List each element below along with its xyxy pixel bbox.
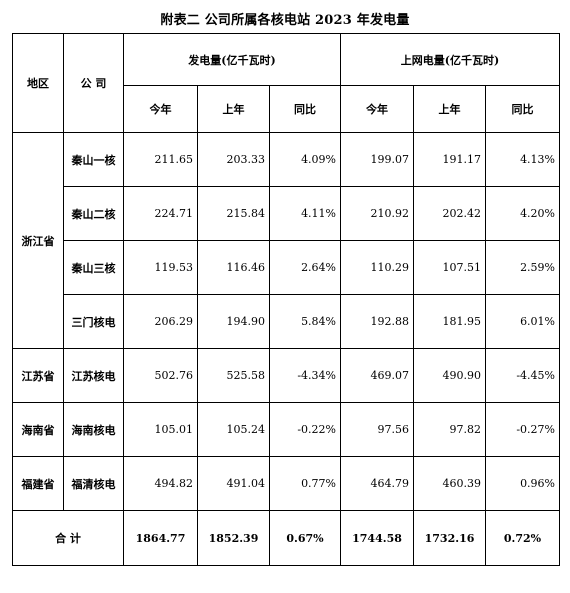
table-row: 福建省 福清核电 494.82 491.04 0.77% 464.79 460.… — [12, 456, 561, 511]
company-cell: 海南核电 — [63, 402, 124, 457]
header-gen-last-year: 上年 — [197, 85, 270, 133]
table-row: 江苏省 江苏核电 502.76 525.58 -4.34% 469.07 490… — [12, 348, 561, 403]
grid-last-year-cell: 490.90 — [413, 348, 487, 403]
total-gen-yoy: 0.67% — [268, 510, 342, 566]
gen-yoy-cell: 4.11% — [268, 186, 342, 241]
gen-last-year-cell: 525.58 — [197, 348, 270, 403]
total-grid-yoy: 0.72% — [485, 510, 561, 566]
gen-last-year-cell: 116.46 — [197, 240, 270, 295]
gen-this-year-cell: 211.65 — [123, 132, 198, 187]
gen-last-year-cell: 215.84 — [197, 186, 270, 241]
gen-this-year-cell: 494.82 — [123, 456, 198, 511]
gen-last-year-cell: 194.90 — [197, 294, 270, 349]
gen-last-year-cell: 203.33 — [197, 132, 270, 187]
grid-last-year-cell: 191.17 — [413, 132, 487, 187]
region-cell-hainan: 海南省 — [12, 402, 64, 457]
region-cell-jiangsu: 江苏省 — [12, 348, 64, 403]
grid-this-year-cell: 192.88 — [340, 294, 415, 349]
grid-last-year-cell: 460.39 — [413, 456, 487, 511]
grid-this-year-cell: 469.07 — [340, 348, 415, 403]
gen-yoy-cell: -0.22% — [268, 402, 342, 457]
total-row: 合 计 1864.77 1852.39 0.67% 1744.58 1732.1… — [12, 510, 561, 566]
grid-this-year-cell: 110.29 — [340, 240, 415, 295]
table-row: 浙江省 秦山一核 211.65 203.33 4.09% 199.07 191.… — [12, 132, 561, 349]
grid-this-year-cell: 199.07 — [340, 132, 415, 187]
table-row: 秦山二核 224.71 215.84 4.11% 210.92 202.42 4… — [13, 186, 561, 241]
gen-yoy-cell: 4.09% — [268, 132, 342, 187]
gen-this-year-cell: 206.29 — [123, 294, 198, 349]
gen-this-year-cell: 224.71 — [123, 186, 198, 241]
company-cell: 江苏核电 — [63, 348, 124, 403]
gen-last-year-cell: 105.24 — [197, 402, 270, 457]
gen-yoy-cell: 2.64% — [268, 240, 342, 295]
header-grid-this-year: 今年 — [340, 85, 415, 133]
total-grid-this-year: 1744.58 — [340, 510, 415, 566]
table-row: 海南省 海南核电 105.01 105.24 -0.22% 97.56 97.8… — [12, 402, 561, 457]
grid-this-year-cell: 464.79 — [340, 456, 415, 511]
region-cell-zhejiang: 浙江省 — [12, 132, 64, 349]
grid-yoy-cell: 0.96% — [485, 456, 561, 511]
gen-yoy-cell: 0.77% — [268, 456, 342, 511]
header-row-2: 今年 上年 同比 今年 上年 同比 — [13, 85, 561, 133]
gen-this-year-cell: 502.76 — [123, 348, 198, 403]
header-grid-last-year: 上年 — [413, 85, 487, 133]
table-row: 秦山三核 119.53 116.46 2.64% 110.29 107.51 2… — [13, 240, 561, 295]
header-gen-this-year: 今年 — [123, 85, 198, 133]
total-label: 合 计 — [12, 510, 124, 566]
header-row-1: 地区 公 司 发电量(亿千瓦时) 上网电量(亿千瓦时) — [12, 33, 561, 133]
gen-last-year-cell: 491.04 — [197, 456, 270, 511]
grid-yoy-cell: 6.01% — [485, 294, 561, 349]
gen-yoy-cell: 5.84% — [268, 294, 342, 349]
region-cell-fujian: 福建省 — [12, 456, 64, 511]
generation-table: 地区 公 司 发电量(亿千瓦时) 上网电量(亿千瓦时) 今年 上年 同比 今年 … — [12, 33, 561, 566]
grid-yoy-cell: -0.27% — [485, 402, 561, 457]
grid-this-year-cell: 97.56 — [340, 402, 415, 457]
total-gen-this-year: 1864.77 — [123, 510, 198, 566]
gen-this-year-cell: 105.01 — [123, 402, 198, 457]
header-grid: 上网电量(亿千瓦时) — [340, 33, 561, 86]
grid-last-year-cell: 181.95 — [413, 294, 487, 349]
header-generation: 发电量(亿千瓦时) — [122, 33, 342, 86]
company-cell: 秦山一核 — [63, 132, 124, 187]
total-grid-last-year: 1732.16 — [413, 510, 487, 566]
company-cell: 三门核电 — [63, 294, 124, 349]
header-company: 公 司 — [63, 33, 124, 133]
company-cell: 秦山三核 — [63, 240, 124, 295]
header-grid-yoy: 同比 — [485, 85, 561, 133]
grid-last-year-cell: 202.42 — [413, 186, 487, 241]
grid-yoy-cell: 4.20% — [485, 186, 561, 241]
company-cell: 秦山二核 — [63, 186, 124, 241]
header-region: 地区 — [12, 33, 64, 133]
grid-this-year-cell: 210.92 — [340, 186, 415, 241]
grid-yoy-cell: 4.13% — [485, 132, 561, 187]
page-title: 附表二 公司所属各核电站 2023 年发电量 — [160, 13, 410, 28]
gen-this-year-cell: 119.53 — [123, 240, 198, 295]
header-gen-yoy: 同比 — [268, 85, 342, 133]
company-cell: 福清核电 — [63, 456, 124, 511]
grid-yoy-cell: -4.45% — [485, 348, 561, 403]
grid-last-year-cell: 107.51 — [413, 240, 487, 295]
gen-yoy-cell: -4.34% — [268, 348, 342, 403]
grid-yoy-cell: 2.59% — [485, 240, 561, 295]
table-row: 三门核电 206.29 194.90 5.84% 192.88 181.95 6… — [13, 294, 561, 349]
total-gen-last-year: 1852.39 — [197, 510, 270, 566]
grid-last-year-cell: 97.82 — [413, 402, 487, 457]
